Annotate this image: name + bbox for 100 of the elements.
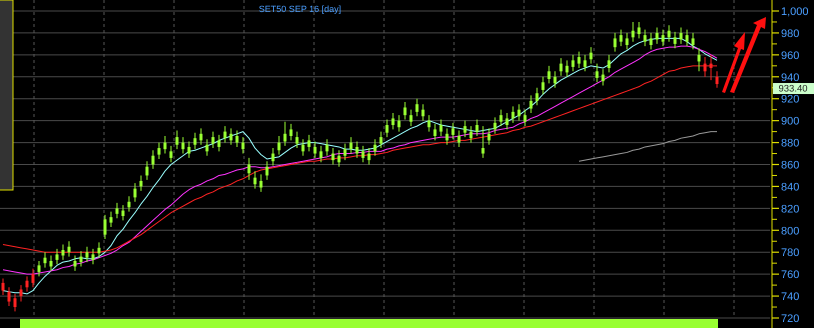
candlestick [206, 138, 208, 156]
y-tick-label: 760 [781, 269, 800, 282]
candlestick [62, 244, 64, 260]
candlestick [128, 196, 130, 212]
candlestick [92, 248, 94, 265]
candlestick [512, 106, 514, 124]
candlestick [50, 255, 52, 272]
candlestick [404, 102, 406, 120]
candlestick [152, 150, 154, 170]
candlestick [674, 31, 676, 49]
candlestick [320, 145, 322, 163]
candlestick [230, 128, 232, 146]
candlestick [554, 70, 556, 88]
candlestick [668, 24, 670, 42]
candlestick [518, 104, 520, 122]
candlestick [20, 284, 22, 302]
candlestick [500, 109, 502, 127]
y-tick-label: 1,000 [781, 6, 809, 18]
candlestick [26, 276, 28, 292]
candlestick [356, 140, 358, 158]
candlestick [536, 87, 538, 106]
chart-title: SET50 SEP 16 [day] [258, 4, 342, 14]
candlestick [596, 63, 598, 83]
candlestick [248, 157, 250, 180]
y-tick-label: 900 [781, 116, 800, 128]
candlestick [236, 130, 238, 148]
candlestick [572, 54, 574, 72]
candlestick [446, 128, 448, 146]
candlestick [590, 46, 592, 64]
candlestick [338, 150, 340, 168]
candlestick [266, 160, 268, 180]
candlestick [494, 116, 496, 134]
candlestick [644, 29, 646, 47]
candlestick [368, 148, 370, 165]
candlestick [548, 65, 550, 84]
candlestick [290, 123, 292, 141]
y-tick-label: 920 [781, 94, 800, 106]
candlestick [362, 145, 364, 163]
y-tick-label: 980 [781, 28, 800, 40]
candlestick [476, 119, 478, 136]
candlestick [284, 121, 286, 146]
candlestick [542, 76, 544, 95]
candlestick [350, 136, 352, 154]
y-tick-label: 720 [781, 313, 800, 325]
candlestick [104, 214, 106, 240]
candlestick [164, 135, 166, 154]
candlestick [32, 268, 34, 288]
candlestick [74, 255, 76, 272]
candlestick [218, 134, 220, 152]
candlestick [200, 128, 202, 146]
candlestick [302, 138, 304, 156]
candlestick [242, 136, 244, 154]
candlestick [428, 114, 430, 132]
candlestick [488, 128, 490, 146]
candlestick [68, 240, 70, 258]
candlestick [566, 60, 568, 78]
candlestick [470, 126, 472, 144]
candlestick [158, 142, 160, 160]
candlestick [308, 134, 310, 152]
candlestick [314, 140, 316, 158]
candlestick [296, 131, 298, 149]
line-series [578, 131, 718, 162]
candlestick [386, 119, 388, 138]
candlestick [332, 148, 334, 165]
y-tick-label: 940 [781, 72, 800, 84]
candlestick [614, 32, 616, 52]
y-tick-label: 780 [781, 247, 800, 260]
y-tick-label: 880 [781, 138, 800, 150]
candlestick [122, 204, 124, 221]
candlestick [116, 202, 118, 219]
candlestick [398, 114, 400, 132]
candlestick [140, 174, 142, 192]
candlestick [584, 54, 586, 72]
y-tick-label: 740 [781, 291, 800, 304]
candlestick [260, 174, 262, 192]
candlestick [80, 250, 82, 267]
candlestick [2, 278, 4, 296]
candlestick [530, 94, 532, 114]
candlestick [692, 32, 694, 50]
candlestick [452, 122, 454, 140]
candlestick [56, 248, 58, 265]
candlestick [410, 109, 412, 127]
candlestick [698, 48, 700, 72]
candlestick [278, 135, 280, 156]
candlestick [170, 145, 172, 163]
candlestick [626, 32, 628, 50]
candlestick [464, 120, 466, 138]
candlestick [326, 138, 328, 156]
candlestick [524, 109, 526, 127]
y-tick-label: 800 [781, 225, 800, 238]
candlestick [650, 32, 652, 50]
candlestick [482, 126, 484, 158]
candlestick [38, 260, 40, 277]
candlestick [506, 112, 508, 130]
candlestick [146, 160, 148, 180]
candlestick [434, 123, 436, 141]
candlestick [182, 136, 184, 154]
candlestick [134, 182, 136, 202]
candlestick [620, 29, 622, 47]
candlestick [224, 126, 226, 144]
